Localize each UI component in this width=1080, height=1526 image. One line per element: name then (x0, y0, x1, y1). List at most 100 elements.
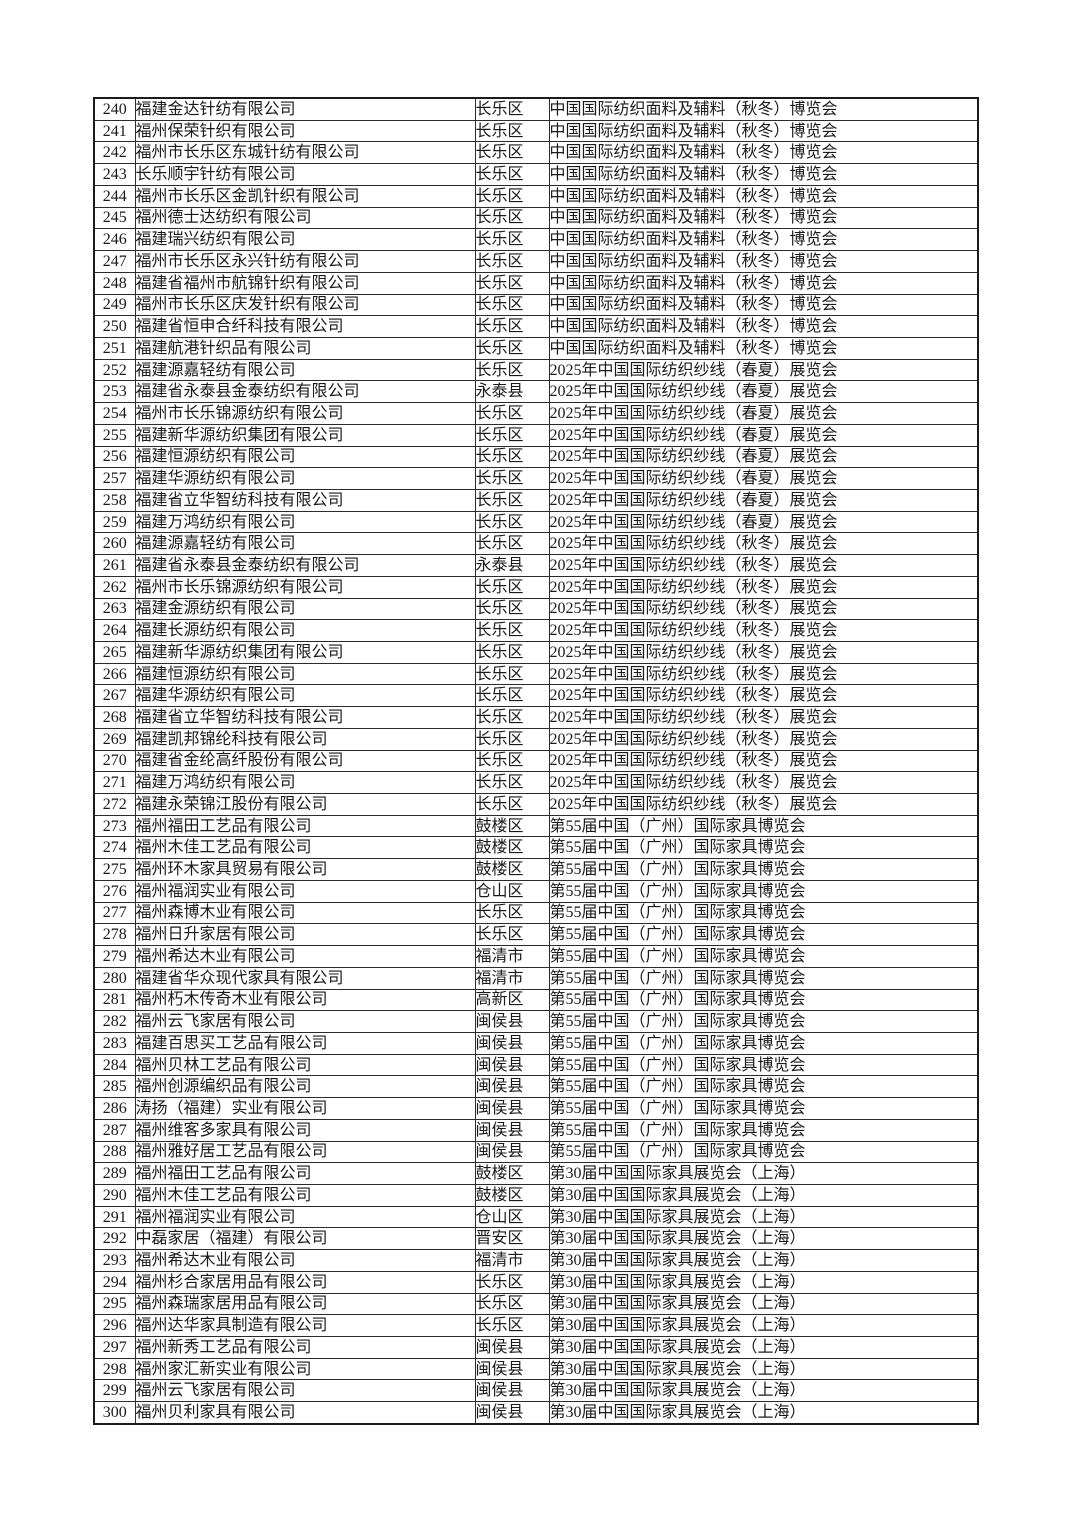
table-row: 273 福州福田工艺品有限公司 鼓楼区 第55届中国（广州）国际家具博览会 (93, 814, 979, 838)
table-row: 288 福州雅好居工艺品有限公司 闽侯县 第55届中国（广州）国际家具博览会 (93, 1140, 979, 1164)
district-cell: 长乐区 (474, 1292, 550, 1316)
district-cell: 长乐区 (474, 271, 550, 295)
exhibition-cell: 2025年中国国际纺织纱线（秋冬）展览会 (548, 575, 979, 599)
row-number-cell: 247 (93, 250, 136, 273)
exhibition-cell: 中国国际纺织面料及辅料（秋冬）博览会 (548, 97, 979, 121)
exhibition-cell: 第55届中国（广州）国际家具博览会 (548, 988, 979, 1012)
table-row: 247 福州市长乐区永兴针纺有限公司 长乐区 中国国际纺织面料及辅料（秋冬）博览… (93, 250, 979, 273)
row-number-cell: 284 (93, 1053, 136, 1077)
company-name-cell: 福州福田工艺品有限公司 (134, 1162, 476, 1185)
company-name-cell: 福州雅好居工艺品有限公司 (134, 1140, 476, 1164)
row-number-cell: 290 (93, 1183, 136, 1207)
district-cell: 长乐区 (474, 575, 550, 599)
row-number-cell: 287 (93, 1118, 136, 1142)
row-number-cell: 278 (93, 923, 136, 947)
company-name-cell: 福建省永泰县金泰纺织有限公司 (134, 380, 476, 404)
row-number-cell: 243 (93, 163, 136, 186)
district-cell: 长乐区 (474, 402, 550, 425)
exhibition-cell: 2025年中国国际纺织纱线（秋冬）展览会 (548, 684, 979, 708)
table-row: 276 福州福润实业有限公司 仓山区 第55届中国（广州）国际家具博览会 (93, 879, 979, 903)
district-cell: 长乐区 (474, 445, 550, 469)
company-name-cell: 福州福润实业有限公司 (134, 879, 476, 903)
row-number-cell: 283 (93, 1031, 136, 1055)
table-row: 295 福州森瑞家居用品有限公司 长乐区 第30届中国国际家具展览会（上海） (93, 1292, 979, 1316)
company-name-cell: 福州云飞家居有限公司 (134, 1379, 476, 1403)
row-number-cell: 273 (93, 814, 136, 838)
exhibition-cell: 2025年中国国际纺织纱线（春夏）展览会 (548, 445, 979, 469)
row-number-cell: 265 (93, 641, 136, 664)
company-name-cell: 福州希达木业有限公司 (134, 945, 476, 968)
table-row: 251 福建航港针织品有限公司 长乐区 中国国际纺织面料及辅料（秋冬）博览会 (93, 336, 979, 360)
table-row: 262 福州市长乐锦源纺织有限公司 长乐区 2025年中国国际纺织纱线（秋冬）展… (93, 575, 979, 599)
company-name-cell: 福建永荣锦江股份有限公司 (134, 793, 476, 816)
exhibition-cell: 第55届中国（广州）国际家具博览会 (548, 1140, 979, 1164)
exhibition-company-table: 240 福建金达针纺有限公司 长乐区 中国国际纺织面料及辅料（秋冬）博览会 24… (93, 97, 979, 1425)
row-number-cell: 282 (93, 1010, 136, 1033)
district-cell: 长乐区 (474, 1314, 550, 1337)
table-row: 268 福建省立华智纺科技有限公司 长乐区 2025年中国国际纺织纱线（秋冬）展… (93, 706, 979, 729)
table-row: 249 福州市长乐区庆发针织有限公司 长乐区 中国国际纺织面料及辅料（秋冬）博览… (93, 293, 979, 317)
exhibition-cell: 第30届中国国际家具展览会（上海） (548, 1401, 979, 1425)
company-name-cell: 福建新华源纺织集团有限公司 (134, 641, 476, 664)
row-number-cell: 291 (93, 1205, 136, 1229)
district-cell: 长乐区 (474, 727, 550, 751)
exhibition-cell: 中国国际纺织面料及辅料（秋冬）博览会 (548, 271, 979, 295)
district-cell: 鼓楼区 (474, 1183, 550, 1207)
row-number-cell: 264 (93, 619, 136, 642)
district-cell: 长乐区 (474, 793, 550, 816)
exhibition-cell: 第55届中国（广州）国际家具博览会 (548, 1118, 979, 1142)
table-row: 275 福州环木家具贸易有限公司 鼓楼区 第55届中国（广州）国际家具博览会 (93, 858, 979, 881)
company-name-cell: 福州市长乐区东城针纺有限公司 (134, 141, 476, 165)
district-cell: 鼓楼区 (474, 858, 550, 881)
company-name-cell: 福建省福州市航锦针织有限公司 (134, 271, 476, 295)
company-name-cell: 福州森瑞家居用品有限公司 (134, 1292, 476, 1316)
exhibition-cell: 2025年中国国际纺织纱线（秋冬）展览会 (548, 749, 979, 773)
district-cell: 长乐区 (474, 619, 550, 642)
district-cell: 长乐区 (474, 467, 550, 490)
row-number-cell: 262 (93, 575, 136, 599)
row-number-cell: 279 (93, 945, 136, 968)
company-name-cell: 福州森博木业有限公司 (134, 901, 476, 925)
table-row: 294 福州杉合家居用品有限公司 长乐区 第30届中国国际家具展览会（上海） (93, 1270, 979, 1294)
row-number-cell: 294 (93, 1270, 136, 1294)
row-number-cell: 298 (93, 1357, 136, 1381)
table-row: 270 福建省金纶高纤股份有限公司 长乐区 2025年中国国际纺织纱线（秋冬）展… (93, 749, 979, 773)
exhibition-cell: 第30届中国国际家具展览会（上海） (548, 1227, 979, 1251)
table-row: 290 福州木佳工艺品有限公司 鼓楼区 第30届中国国际家具展览会（上海） (93, 1183, 979, 1207)
row-number-cell: 285 (93, 1075, 136, 1099)
district-cell: 长乐区 (474, 641, 550, 664)
row-number-cell: 259 (93, 510, 136, 534)
district-cell: 闽侯县 (474, 1053, 550, 1077)
row-number-cell: 246 (93, 228, 136, 252)
district-cell: 高新区 (474, 988, 550, 1012)
table-row: 286 涛扬（福建）实业有限公司 闽侯县 第55届中国（广州）国际家具博览会 (93, 1097, 979, 1120)
exhibition-cell: 第55届中国（广州）国际家具博览会 (548, 858, 979, 881)
district-cell: 长乐区 (474, 358, 550, 382)
row-number-cell: 252 (93, 358, 136, 382)
row-number-cell: 276 (93, 879, 136, 903)
row-number-cell: 299 (93, 1379, 136, 1403)
exhibition-cell: 第55届中国（广州）国际家具博览会 (548, 1010, 979, 1033)
row-number-cell: 251 (93, 336, 136, 360)
exhibition-cell: 2025年中国国际纺织纱线（春夏）展览会 (548, 402, 979, 425)
table-row: 266 福建恒源纺织有限公司 长乐区 2025年中国国际纺织纱线（秋冬）展览会 (93, 662, 979, 686)
company-name-cell: 福州朽木传奇木业有限公司 (134, 988, 476, 1012)
district-cell: 长乐区 (474, 184, 550, 208)
district-cell: 长乐区 (474, 1270, 550, 1294)
exhibition-cell: 2025年中国国际纺织纱线（秋冬）展览会 (548, 793, 979, 816)
exhibition-cell: 第55届中国（广州）国际家具博览会 (548, 923, 979, 947)
exhibition-cell: 第30届中国国际家具展览会（上海） (548, 1379, 979, 1403)
company-name-cell: 福州新秀工艺品有限公司 (134, 1336, 476, 1359)
row-number-cell: 255 (93, 423, 136, 447)
table-row: 265 福建新华源纺织集团有限公司 长乐区 2025年中国国际纺织纱线（秋冬）展… (93, 641, 979, 664)
exhibition-cell: 2025年中国国际纺织纱线（春夏）展览会 (548, 467, 979, 490)
district-cell: 长乐区 (474, 662, 550, 686)
table-row: 255 福建新华源纺织集团有限公司 长乐区 2025年中国国际纺织纱线（春夏）展… (93, 423, 979, 447)
exhibition-cell: 第30届中国国际家具展览会（上海） (548, 1292, 979, 1316)
row-number-cell: 288 (93, 1140, 136, 1164)
table-row: 253 福建省永泰县金泰纺织有限公司 永泰县 2025年中国国际纺织纱线（春夏）… (93, 380, 979, 404)
company-name-cell: 福建源嘉轻纺有限公司 (134, 532, 476, 556)
table-row: 282 福州云飞家居有限公司 闽侯县 第55届中国（广州）国际家具博览会 (93, 1010, 979, 1033)
table-row: 261 福建省永泰县金泰纺织有限公司 永泰县 2025年中国国际纺织纱线（秋冬）… (93, 554, 979, 577)
table-row: 283 福建百思买工艺品有限公司 闽侯县 第55届中国（广州）国际家具博览会 (93, 1031, 979, 1055)
